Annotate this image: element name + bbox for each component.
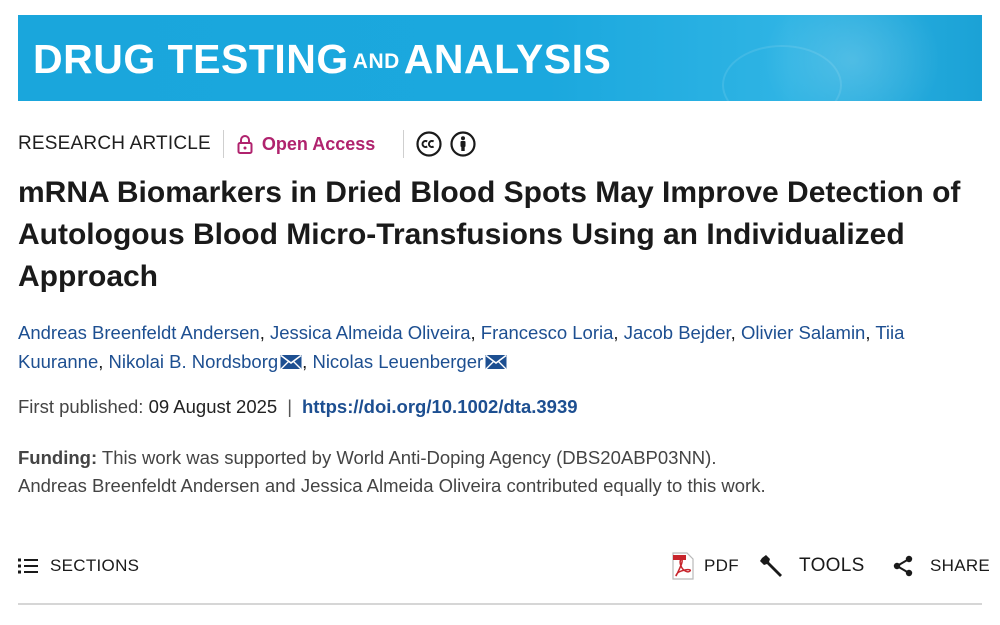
- author-link[interactable]: Jessica Almeida Oliveira: [269, 322, 471, 343]
- journal-title-part2: ANALYSIS: [403, 36, 612, 82]
- envelope-icon[interactable]: [485, 349, 507, 370]
- lock-icon: [236, 134, 254, 154]
- envelope-icon[interactable]: [280, 349, 302, 370]
- open-access-label[interactable]: Open Access: [261, 133, 376, 154]
- author-list: Andreas Breenfeldt Andersen, Jessica Alm…: [18, 322, 905, 372]
- article-toolbar: SECTIONS PDF TOOLS: [18, 548, 990, 584]
- list-icon: [18, 557, 40, 575]
- publication-separator: |: [287, 396, 292, 417]
- tools-button[interactable]: TOOLS: [759, 548, 865, 584]
- article-type: RESEARCH ARTICLE: [18, 133, 211, 154]
- journal-title-and: AND: [352, 50, 400, 73]
- journal-title[interactable]: DRUG TESTING ANDANALYSIS: [33, 37, 611, 84]
- toolbar-divider: [18, 603, 982, 605]
- share-icon: [892, 554, 914, 578]
- license-icons: [416, 131, 476, 157]
- author-link[interactable]: Nicolas Leuenberger: [312, 351, 484, 372]
- article-meta-row: RESEARCH ARTICLE Open Access: [18, 129, 476, 159]
- publication-date: 09 August 2025: [148, 396, 278, 417]
- author-link[interactable]: Olivier Salamin: [740, 322, 866, 343]
- sections-label: SECTIONS: [50, 556, 140, 575]
- by-attribution-icon[interactable]: [450, 131, 476, 157]
- share-button[interactable]: SHARE: [892, 548, 990, 584]
- meta-divider: [222, 130, 224, 158]
- pdf-icon: [672, 552, 694, 580]
- cc-icon[interactable]: [416, 131, 442, 157]
- pdf-button[interactable]: PDF: [672, 548, 739, 584]
- first-published-label: First published:: [18, 396, 144, 417]
- wrench-icon: [759, 553, 785, 579]
- tools-label: TOOLS: [799, 555, 865, 576]
- funding-text: This work was supported by World Anti-Do…: [101, 447, 717, 468]
- publication-info: First published: 09 August 2025 | https://…: [18, 396, 578, 418]
- author-link[interactable]: Francesco Loria: [480, 322, 614, 343]
- funding-label: Funding:: [18, 447, 98, 468]
- journal-banner[interactable]: DRUG TESTING ANDANALYSIS: [18, 15, 982, 101]
- contribution-note: Andreas Breenfeldt Andersen and Jessica …: [18, 475, 766, 496]
- journal-title-part1: DRUG TESTING: [33, 36, 349, 82]
- funding-info: Funding: This work was supported by Worl…: [18, 444, 978, 500]
- sections-button[interactable]: SECTIONS: [18, 548, 139, 584]
- author-link[interactable]: Nikolai B. Nordsborg: [108, 351, 279, 372]
- article-title: mRNA Biomarkers in Dried Blood Spots May…: [18, 176, 961, 293]
- doi-link[interactable]: https://doi.org/10.1002/dta.3939: [302, 396, 578, 417]
- author-link[interactable]: Jacob Bejder: [623, 322, 731, 343]
- meta-divider: [403, 130, 405, 158]
- pdf-label: PDF: [704, 556, 739, 575]
- author-link[interactable]: Tiia Kuuranne: [18, 322, 905, 372]
- author-link[interactable]: Andreas Breenfeldt Andersen: [18, 322, 260, 343]
- share-label: SHARE: [930, 556, 991, 575]
